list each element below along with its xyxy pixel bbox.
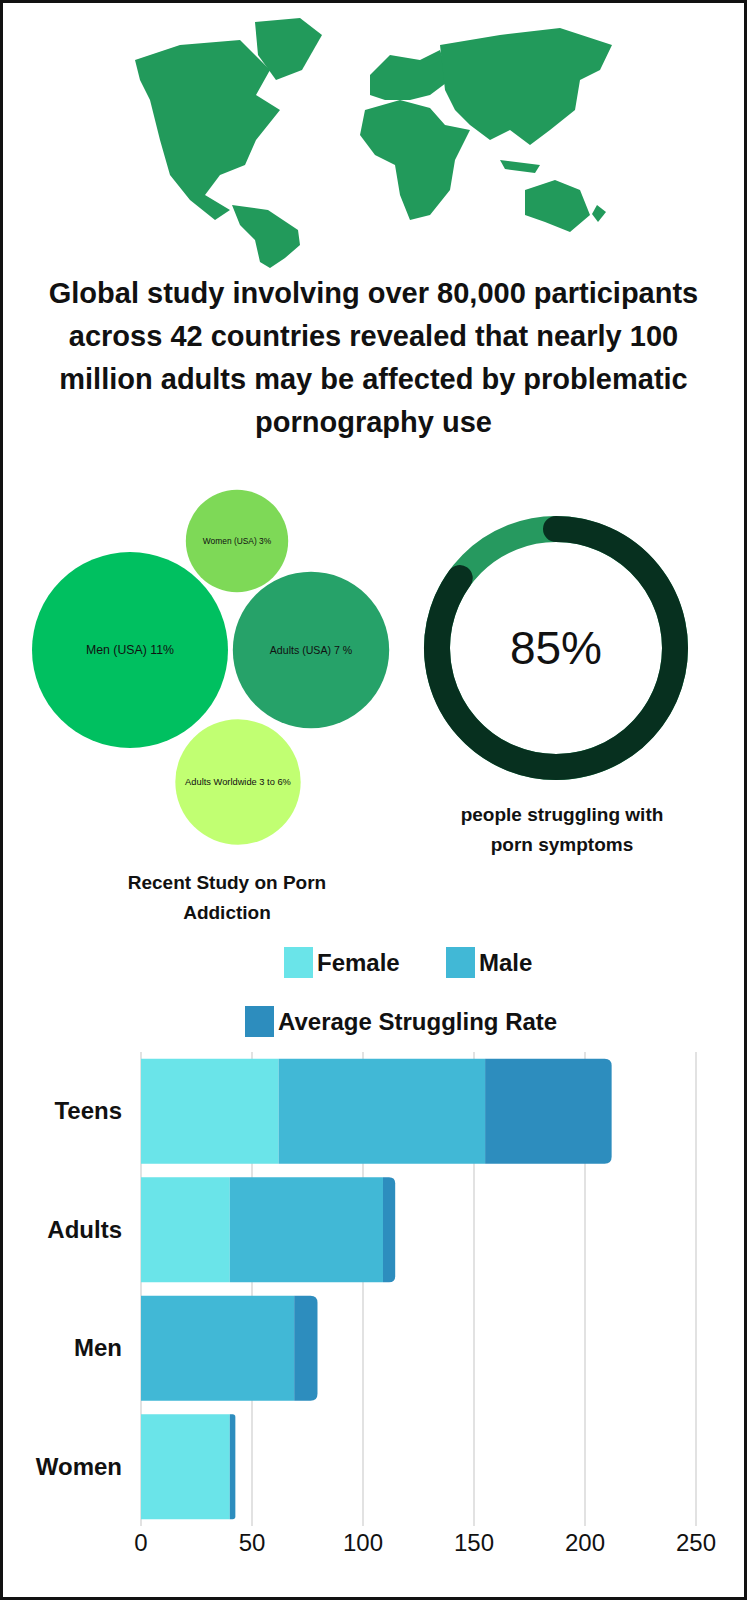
bubble	[233, 572, 389, 728]
x-tick-label: 250	[676, 1529, 716, 1556]
x-tick-label: 0	[134, 1529, 147, 1556]
legend-label: Average Struggling Rate	[278, 1008, 557, 1035]
legend-swatch	[284, 947, 313, 978]
title: Global study involving over 80,000 parti…	[30, 272, 717, 444]
continent	[360, 100, 470, 220]
donut-chart: 85%	[437, 529, 675, 767]
bubble-chart-title: Recent Study on Porn Addiction	[107, 868, 347, 928]
bar-segment	[485, 1059, 612, 1164]
continent	[135, 40, 280, 220]
bar-segment	[141, 1296, 294, 1401]
bubble-label: Adults Worldwide 3 to 6%	[185, 777, 291, 787]
donut-track	[437, 529, 675, 767]
bubble-label: Adults (USA) 7 %	[270, 644, 353, 656]
category-label: Women	[36, 1453, 122, 1480]
bars	[141, 1059, 612, 1520]
bubble-label: Women (USA) 3%	[203, 536, 272, 546]
continent	[525, 180, 590, 232]
bar-segment	[141, 1177, 230, 1282]
legend-swatch	[446, 947, 475, 978]
legend-label: Male	[479, 949, 532, 976]
continent	[370, 50, 450, 100]
bar-segment	[141, 1414, 230, 1519]
bubble	[175, 719, 300, 844]
x-tick-label: 150	[454, 1529, 494, 1556]
continent	[592, 205, 606, 222]
bubble-chart: Women (USA) 3% Men (USA) 11% Adults (USA) …	[32, 490, 389, 845]
bubble	[186, 490, 288, 592]
continent	[232, 205, 300, 268]
x-tick-label: 100	[343, 1529, 383, 1556]
donut-arc	[437, 529, 675, 767]
bar-segment	[294, 1296, 317, 1401]
x-tick-label: 200	[565, 1529, 605, 1556]
legend-swatch	[245, 1006, 274, 1037]
category-label: Adults	[47, 1216, 122, 1243]
donut-caption: people struggling with porn symptoms	[442, 800, 682, 860]
bubble	[32, 552, 228, 748]
bar-segment	[141, 1059, 279, 1164]
continent	[440, 28, 612, 145]
grid	[141, 1052, 696, 1526]
category-label: Men	[74, 1334, 122, 1361]
bar-segment	[230, 1177, 383, 1282]
bar-chart: 0 50 100 150 200 250 Teens Adults Men Women	[36, 1052, 716, 1556]
infographic: Women (USA) 3% Men (USA) 11% Adults (USA) …	[0, 0, 747, 1600]
page: Women (USA) 3% Men (USA) 11% Adults (USA) …	[0, 0, 747, 1600]
bar-segment	[230, 1414, 236, 1519]
legend-label: Female	[317, 949, 400, 976]
grid-line	[695, 1052, 697, 1526]
bar-segment	[279, 1059, 485, 1164]
bar-segment	[383, 1177, 395, 1282]
x-tick-label: 50	[239, 1529, 266, 1556]
world-map	[135, 18, 612, 268]
legend: Female Male Average Struggling Rate	[245, 947, 557, 1037]
bubble-label: Men (USA) 11%	[86, 643, 174, 657]
continent	[500, 160, 540, 173]
category-label: Teens	[54, 1097, 122, 1124]
donut-label: 85%	[510, 622, 602, 674]
